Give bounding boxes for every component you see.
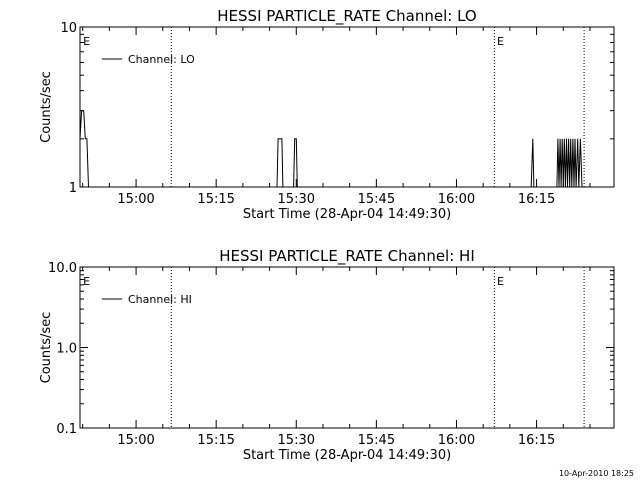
y-tick-label: 1 xyxy=(69,181,77,196)
chart-panel-1: HESSI PARTICLE_RATE Channel: LO 15:00 15:1… xyxy=(39,7,615,222)
chart-panel-2: HESSI PARTICLE_RATE Channel: HI 15:00 15:1… xyxy=(39,247,615,463)
x-tick-label: 15:00 xyxy=(117,192,154,207)
event-marker-label: E xyxy=(497,275,504,288)
event-marker-label: E xyxy=(83,35,90,48)
x-tick-label: 15:15 xyxy=(197,433,234,448)
x-tick-label: 15:30 xyxy=(278,433,315,448)
event-marker-label: E xyxy=(83,275,90,288)
legend-entry: Channel: HI xyxy=(128,293,192,306)
x-tick-label: 16:15 xyxy=(518,192,555,207)
x-tick-label: 16:00 xyxy=(438,433,475,448)
x-axis-label: Start Time (28-Apr-04 14:49:30) xyxy=(243,207,451,222)
y-tick-label: 10 xyxy=(60,21,77,36)
y-axis-label: Counts/sec xyxy=(39,312,54,384)
chart-title: HESSI PARTICLE_RATE Channel: LO xyxy=(217,7,476,26)
event-marker-label: E xyxy=(497,35,504,48)
x-axis-label: Start Time (28-Apr-04 14:49:30) xyxy=(243,448,451,463)
legend: Channel: LO xyxy=(102,53,195,66)
y-tick-label: 0.1 xyxy=(56,422,77,437)
generation-timestamp: 10-Apr-2010 18:25 xyxy=(558,469,634,478)
y-axis-label: Counts/sec xyxy=(39,71,54,143)
x-tick-label: 15:30 xyxy=(278,192,315,207)
legend-entry: Channel: LO xyxy=(128,53,195,66)
x-tick-label: 15:15 xyxy=(197,192,234,207)
y-tick-label: 1.0 xyxy=(56,342,77,357)
x-tick-label: 15:00 xyxy=(117,433,154,448)
chart-title: HESSI PARTICLE_RATE Channel: HI xyxy=(219,247,475,266)
x-tick-label: 16:15 xyxy=(518,433,555,448)
x-tick-label: 15:45 xyxy=(358,433,395,448)
plot-frame xyxy=(79,266,615,429)
series-line-1 xyxy=(79,110,583,188)
legend: Channel: HI xyxy=(102,293,192,306)
x-tick-label: 16:00 xyxy=(438,192,475,207)
x-tick-label: 15:45 xyxy=(358,192,395,207)
plot-frame xyxy=(79,26,615,188)
y-tick-label: 10.0 xyxy=(48,261,77,276)
